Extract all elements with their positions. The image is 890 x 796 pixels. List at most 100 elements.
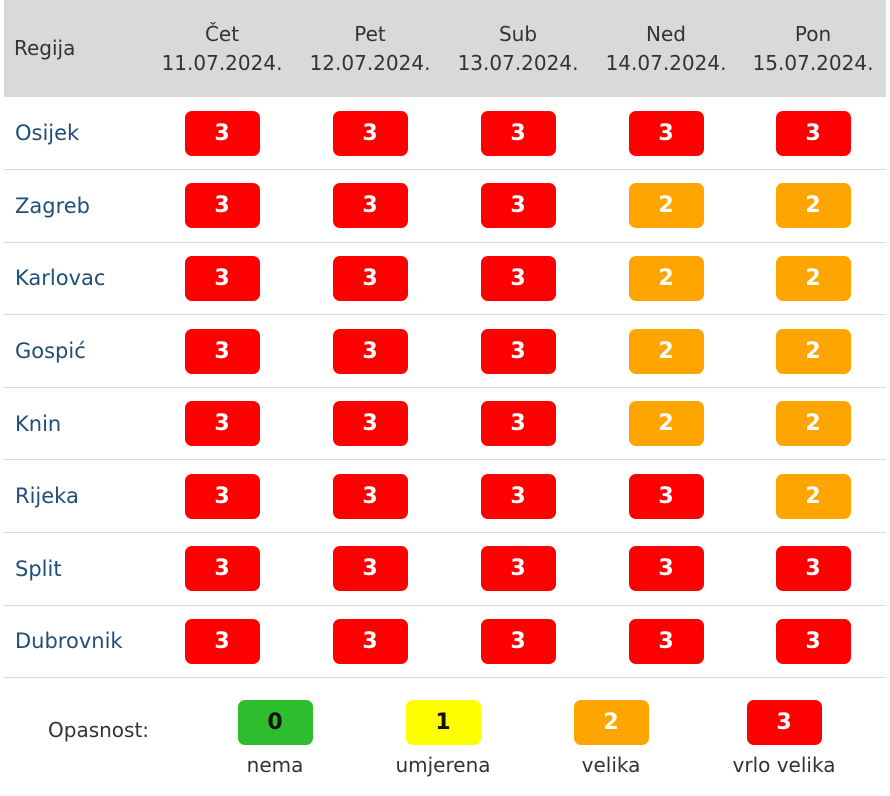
table-row: Rijeka 3 3 3 3 2 — [4, 460, 886, 533]
fire-danger-forecast: Regija Čet 11.07.2024. Pet 12.07.2024. Sub… — [4, 0, 886, 788]
day-column-header: Čet 11.07.2024. — [148, 0, 296, 97]
danger-level-badge: 3 — [184, 401, 260, 447]
danger-level-badge: 2 — [775, 255, 851, 301]
forecast-cell: 3 — [444, 533, 592, 606]
danger-level-badge: 3 — [184, 473, 260, 519]
forecast-cell: 3 — [296, 533, 444, 606]
forecast-cell: 3 — [740, 533, 886, 606]
danger-level-badge: 3 — [332, 473, 408, 519]
legend-badge-3: 3 — [746, 700, 822, 746]
table-row: Split 3 3 3 3 3 — [4, 533, 886, 606]
danger-level-badge: 3 — [480, 255, 556, 301]
forecast-cell: 3 — [444, 97, 592, 170]
legend-label-2: velika — [581, 753, 641, 778]
region-link[interactable]: Zagreb — [15, 193, 91, 218]
danger-level-badge: 2 — [775, 328, 851, 374]
forecast-cell: 2 — [592, 315, 740, 388]
danger-level-badge: 3 — [628, 473, 704, 519]
forecast-cell: 3 — [148, 460, 296, 533]
forecast-cell: 3 — [444, 242, 592, 315]
danger-level-badge: 2 — [628, 328, 704, 374]
region-link[interactable]: Rijeka — [15, 484, 79, 509]
legend-item-very-high: 3 vrlo velika — [704, 700, 864, 777]
day-column-header: Sub 13.07.2024. — [444, 0, 592, 97]
danger-level-badge: 3 — [480, 473, 556, 519]
day-name: Pon — [794, 21, 832, 46]
day-column-header: Pet 12.07.2024. — [296, 0, 444, 97]
forecast-cell: 2 — [740, 170, 886, 243]
forecast-cell: 3 — [296, 605, 444, 678]
danger-level-badge: 2 — [775, 401, 851, 447]
forecast-cell: 2 — [592, 242, 740, 315]
legend-item-moderate: 1 umjerena — [363, 700, 523, 777]
danger-level-badge: 3 — [480, 618, 556, 664]
day-column-header: Ned 14.07.2024. — [592, 0, 740, 97]
table-row: Zagreb 3 3 3 2 2 — [4, 170, 886, 243]
danger-level-badge: 2 — [628, 183, 704, 229]
danger-level-badge: 2 — [775, 473, 851, 519]
danger-level-badge: 2 — [628, 255, 704, 301]
danger-level-badge: 3 — [480, 328, 556, 374]
table-row: Knin 3 3 3 2 2 — [4, 387, 886, 460]
danger-level-badge: 3 — [775, 546, 851, 592]
danger-level-badge: 3 — [480, 546, 556, 592]
forecast-cell: 3 — [592, 97, 740, 170]
danger-level-badge: 3 — [628, 546, 704, 592]
forecast-table: Regija Čet 11.07.2024. Pet 12.07.2024. Sub… — [4, 0, 886, 678]
forecast-cell: 3 — [592, 533, 740, 606]
day-name: Pet — [354, 21, 386, 46]
forecast-cell: 3 — [296, 460, 444, 533]
day-name: Sub — [498, 21, 538, 46]
danger-level-badge: 3 — [480, 110, 556, 156]
region-link[interactable]: Osijek — [15, 121, 80, 146]
danger-level-badge: 3 — [184, 255, 260, 301]
forecast-cell: 3 — [444, 170, 592, 243]
forecast-cell: 2 — [592, 170, 740, 243]
forecast-cell: 2 — [592, 387, 740, 460]
forecast-cell: 3 — [148, 605, 296, 678]
danger-level-badge: 3 — [628, 110, 704, 156]
danger-legend: Opasnost: 0 nema 1 umjerena 2 velika 3 v… — [4, 678, 886, 788]
forecast-cell: 3 — [148, 387, 296, 460]
table-row: Osijek 3 3 3 3 3 — [4, 97, 886, 170]
region-column-header: Regija — [14, 36, 76, 60]
forecast-cell: 3 — [740, 97, 886, 170]
region-link[interactable]: Karlovac — [15, 266, 106, 291]
table-row: Gospić 3 3 3 2 2 — [4, 315, 886, 388]
forecast-cell: 3 — [296, 97, 444, 170]
legend-label-3: vrlo velika — [732, 753, 836, 778]
forecast-cell: 3 — [296, 315, 444, 388]
danger-level-badge: 2 — [775, 183, 851, 229]
day-date: 15.07.2024. — [752, 50, 874, 75]
table-body: Osijek 3 3 3 3 3 Zagreb 3 3 3 2 2 Karlovac 3 3 3 2 2 Gospi… — [4, 97, 886, 678]
day-date: 13.07.2024. — [457, 50, 579, 75]
region-link[interactable]: Gospić — [15, 339, 86, 364]
region-link[interactable]: Split — [15, 556, 62, 581]
forecast-cell: 3 — [148, 170, 296, 243]
forecast-cell: 3 — [444, 387, 592, 460]
danger-level-badge: 2 — [628, 401, 704, 447]
danger-level-badge: 3 — [332, 401, 408, 447]
forecast-cell: 3 — [444, 315, 592, 388]
forecast-cell: 2 — [740, 460, 886, 533]
danger-level-badge: 3 — [775, 618, 851, 664]
forecast-cell: 3 — [444, 460, 592, 533]
danger-level-badge: 3 — [480, 401, 556, 447]
forecast-cell: 3 — [148, 533, 296, 606]
legend-label-0: nema — [246, 753, 304, 778]
day-date: 11.07.2024. — [161, 50, 283, 75]
legend-badge-2: 2 — [573, 700, 649, 746]
region-link[interactable]: Knin — [15, 411, 62, 436]
danger-level-badge: 3 — [184, 618, 260, 664]
forecast-cell: 3 — [444, 605, 592, 678]
table-header-row: Regija Čet 11.07.2024. Pet 12.07.2024. Sub… — [4, 0, 886, 97]
table-row: Dubrovnik 3 3 3 3 3 — [4, 605, 886, 678]
day-column-header: Pon 15.07.2024. — [740, 0, 886, 97]
day-name: Ned — [646, 21, 686, 46]
region-link[interactable]: Dubrovnik — [15, 629, 123, 654]
legend-badge-0: 0 — [237, 700, 313, 746]
danger-level-badge: 3 — [332, 255, 408, 301]
forecast-cell: 3 — [296, 170, 444, 243]
forecast-cell: 3 — [148, 97, 296, 170]
danger-level-badge: 3 — [332, 618, 408, 664]
